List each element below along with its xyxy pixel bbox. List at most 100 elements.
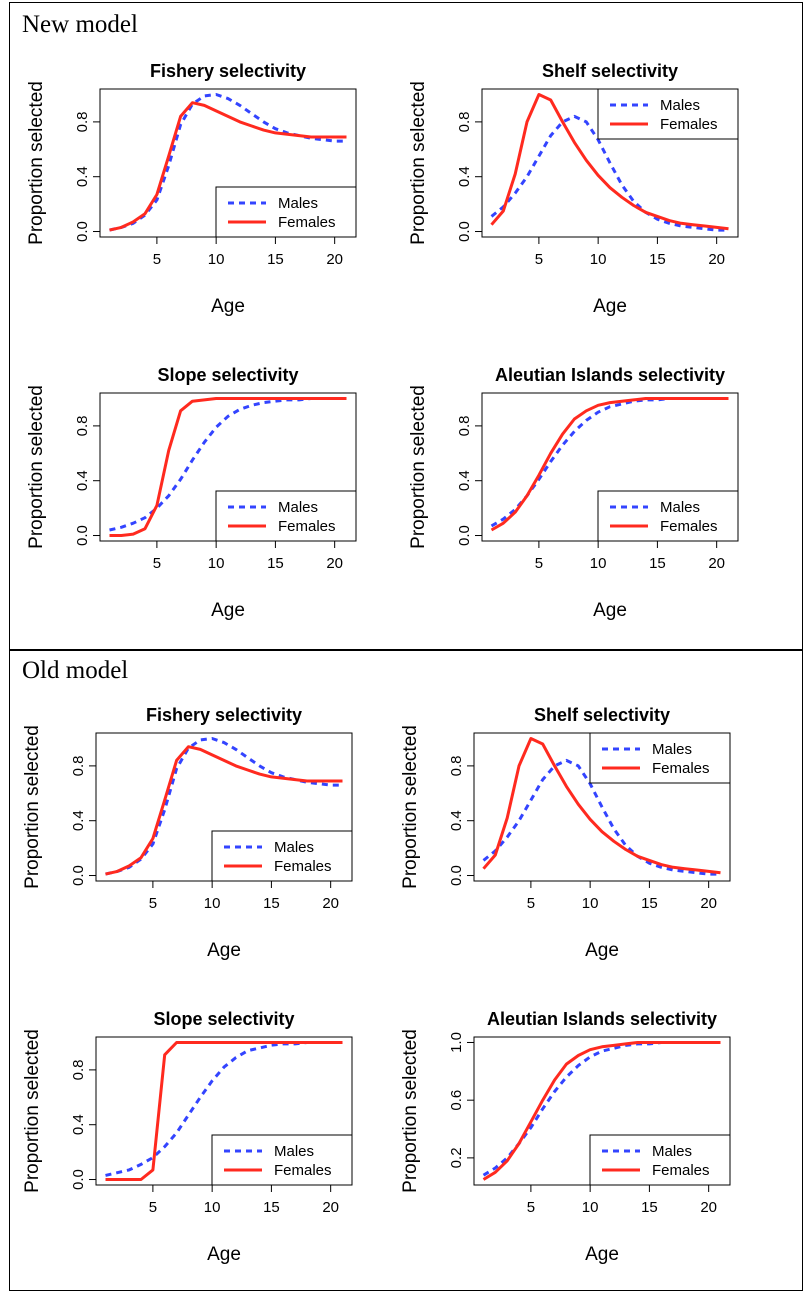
y-tick-label: 0.8 — [74, 111, 91, 132]
males-series-line — [490, 397, 729, 528]
x-tick-label: 10 — [582, 1199, 599, 1216]
legend: Males Females — [589, 732, 731, 784]
legend: Males Females — [589, 1134, 731, 1186]
y-tick-label: 0.8 — [456, 111, 473, 132]
legend: Males Females — [215, 490, 357, 542]
legend: Males Females — [211, 830, 353, 882]
y-tick-label: 0.8 — [74, 415, 91, 436]
y-tick-label: 0.4 — [70, 1114, 87, 1135]
y-tick-label: 0.0 — [448, 865, 465, 886]
x-tick-label: 15 — [267, 251, 284, 268]
legend-females-label: Females — [278, 214, 336, 231]
legend: Males Females — [597, 490, 739, 542]
x-tick-label: 10 — [204, 895, 221, 912]
y-tick-label: 0.0 — [74, 525, 91, 546]
males-series-line — [482, 758, 721, 876]
legend-females-label: Females — [652, 760, 710, 777]
x-axis-label: Age — [585, 1244, 619, 1265]
x-tick-label: 20 — [708, 555, 725, 572]
females-series-line — [490, 397, 729, 532]
x-axis-label: Age — [207, 940, 241, 961]
x-tick-label: 15 — [263, 895, 280, 912]
x-tick-label: 20 — [700, 1199, 717, 1216]
legend-box — [215, 186, 357, 238]
y-axis-label: Proportion selected — [408, 81, 429, 245]
legend-females-label: Females — [274, 858, 332, 875]
y-tick-label: 0.4 — [456, 470, 473, 491]
x-tick-label: 20 — [326, 251, 343, 268]
chart-old-shelf-selectivity: Shelf selectivity 5 10 15 20 0.0 0.4 0.8 Age Prop… — [400, 705, 731, 961]
x-axis-label: Age — [585, 940, 619, 961]
legend-box — [589, 732, 731, 784]
y-tick-label: 0.8 — [70, 755, 87, 776]
y-tick-label: 0.0 — [456, 525, 473, 546]
x-tick-label: 15 — [641, 1199, 658, 1216]
chart-title: Shelf selectivity — [534, 705, 670, 725]
y-tick-label: 0.6 — [448, 1090, 465, 1111]
y-tick-label: 0.4 — [448, 810, 465, 831]
legend-box — [597, 88, 739, 140]
females-series-line — [490, 93, 729, 231]
x-tick-label: 10 — [582, 895, 599, 912]
x-tick-label: 10 — [208, 251, 225, 268]
legend-males-label: Males — [274, 839, 314, 856]
y-tick-label: 0.4 — [456, 166, 473, 187]
y-tick-label: 1.0 — [448, 1032, 465, 1053]
legend-box — [597, 490, 739, 542]
legend-males-label: Males — [652, 1143, 692, 1160]
y-axis-label: Proportion selected — [22, 725, 43, 889]
legend-females-label: Females — [652, 1162, 710, 1179]
legend-males-label: Males — [274, 1143, 314, 1160]
legend-box — [215, 490, 357, 542]
x-tick-label: 15 — [649, 555, 666, 572]
chart-new-slope-selectivity: Slope selectivity 5 10 15 20 0.0 0.4 0.8 Age Prop… — [26, 365, 357, 621]
y-axis-label: Proportion selected — [400, 1029, 421, 1193]
females-series-line — [482, 1041, 721, 1181]
section-label-new-model: New model — [22, 11, 138, 38]
chart-title: Slope selectivity — [157, 365, 298, 385]
x-tick-label: 5 — [527, 1199, 535, 1216]
legend-males-label: Males — [278, 499, 318, 516]
x-tick-label: 5 — [149, 895, 157, 912]
legend-males-label: Males — [278, 195, 318, 212]
legend-males-label: Males — [652, 741, 692, 758]
x-tick-label: 5 — [153, 251, 161, 268]
males-series-line — [105, 1041, 343, 1177]
females-series-line — [482, 737, 721, 875]
y-tick-label: 0.0 — [74, 221, 91, 242]
x-tick-label: 15 — [263, 1199, 280, 1216]
legend-box — [211, 1134, 353, 1186]
y-tick-label: 0.8 — [456, 415, 473, 436]
x-tick-label: 20 — [326, 555, 343, 572]
x-axis-label: Age — [211, 600, 245, 621]
x-tick-label: 5 — [527, 895, 535, 912]
x-tick-label: 5 — [535, 555, 543, 572]
y-tick-label: 0.8 — [448, 755, 465, 776]
chart-title: Fishery selectivity — [150, 61, 306, 81]
legend-males-label: Males — [660, 97, 700, 114]
y-tick-label: 0.8 — [70, 1059, 87, 1080]
chart-title: Shelf selectivity — [542, 61, 678, 81]
legend-females-label: Females — [278, 518, 336, 535]
y-axis-label: Proportion selected — [22, 1029, 43, 1193]
x-tick-label: 5 — [153, 555, 161, 572]
x-tick-label: 5 — [149, 1199, 157, 1216]
males-series-line — [490, 114, 729, 232]
x-axis-label: Age — [593, 600, 627, 621]
chart-title: Aleutian Islands selectivity — [487, 1009, 717, 1029]
legend: Males Females — [597, 88, 739, 140]
y-tick-label: 0.4 — [74, 166, 91, 187]
chart-new-shelf-selectivity: Shelf selectivity 5 10 15 20 0.0 0.4 0.8 Age Prop… — [408, 61, 739, 317]
x-tick-label: 20 — [700, 895, 717, 912]
x-tick-label: 5 — [535, 251, 543, 268]
x-tick-label: 20 — [708, 251, 725, 268]
x-axis-label: Age — [593, 296, 627, 317]
x-tick-label: 15 — [267, 555, 284, 572]
x-tick-label: 20 — [322, 895, 339, 912]
chart-title: Slope selectivity — [153, 1009, 294, 1029]
chart-title: Fishery selectivity — [146, 705, 302, 725]
section-label-old-model: Old model — [22, 657, 129, 684]
legend: Males Females — [215, 186, 357, 238]
legend-box — [211, 830, 353, 882]
x-tick-label: 10 — [208, 555, 225, 572]
